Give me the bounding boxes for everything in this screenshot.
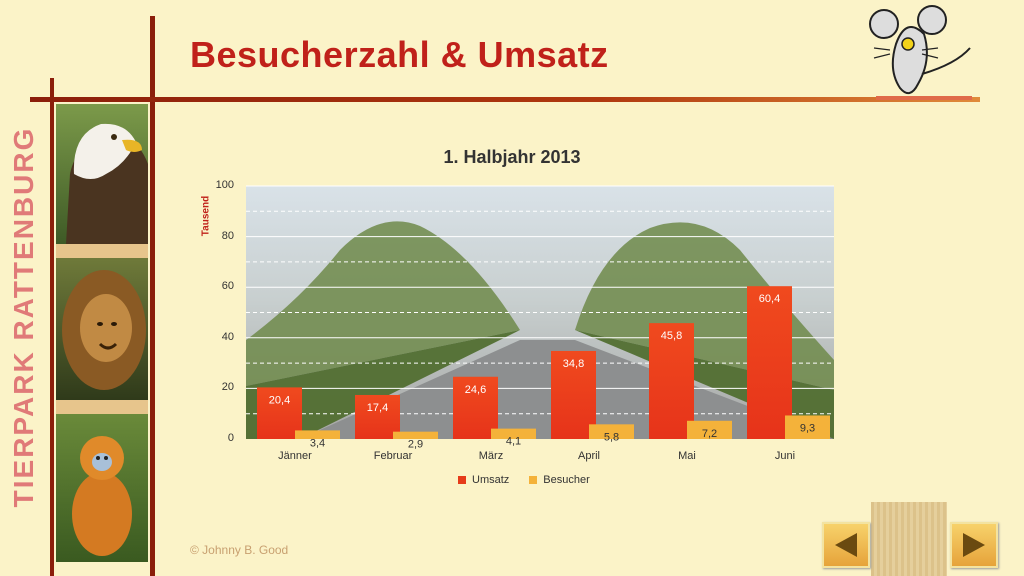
data-label-besucher: 7,2 — [702, 428, 717, 440]
chart-data-labels: 20,4 3,4 17,4 2,9 24,6 4,1 34,8 5,8 45,8 7,2 60,4 9… — [269, 293, 815, 450]
chart-title-text: 1. Halbjahr 2013 — [443, 147, 581, 167]
bar-umsatz — [257, 387, 302, 439]
data-label-umsatz: 45,8 — [661, 330, 682, 342]
data-label-umsatz: 20,4 — [269, 394, 290, 406]
bar-umsatz — [649, 323, 694, 439]
next-slide-button[interactable] — [950, 522, 998, 568]
bar-besucher — [491, 428, 536, 439]
data-label-umsatz: 17,4 — [367, 402, 388, 414]
y-tick-label: 100 — [215, 179, 234, 191]
photo-divider — [56, 244, 148, 258]
y-tick-label: 20 — [221, 381, 234, 394]
data-label-besucher: 9,3 — [800, 422, 815, 434]
bar-umsatz — [747, 286, 792, 439]
arrow-right-icon — [963, 533, 985, 557]
data-label-umsatz: 34,8 — [563, 358, 584, 370]
x-tick-label: April — [577, 450, 600, 462]
x-tick-label: Juni — [774, 450, 796, 462]
bar-besucher — [785, 415, 830, 439]
x-tick-label: Mai — [678, 450, 696, 462]
data-label-besucher: 5,8 — [604, 431, 619, 443]
frame-vertical-line-left — [50, 78, 54, 576]
copyright-text: © Johnny B. Good — [190, 543, 289, 557]
data-label-umsatz: 24,6 — [465, 384, 486, 396]
y-tick-label: 80 — [221, 229, 234, 242]
frame-horizontal-line — [30, 97, 980, 102]
chart-gridlines — [246, 185, 834, 415]
bar-besucher — [393, 431, 438, 439]
page-title: Besucherzahl & Umsatz — [190, 34, 609, 75]
photo-divider — [56, 400, 148, 414]
legend-label-besucher: Besucher — [543, 474, 590, 486]
chart-legend: Umsatz Besucher — [458, 474, 590, 486]
mouse-cartoon-icon — [866, 4, 980, 104]
bar-umsatz — [551, 350, 596, 439]
bar-besucher — [295, 430, 340, 439]
paper-texture-decoration — [871, 502, 947, 576]
chart-bars — [257, 286, 830, 439]
x-tick-label: März — [478, 450, 504, 462]
previous-slide-button[interactable] — [822, 522, 870, 568]
chart-title: 1. Halbjahr 2013 — [0, 147, 1024, 168]
data-label-besucher: 2,9 — [408, 439, 423, 451]
bar-besucher — [589, 424, 634, 439]
bar-umsatz — [453, 376, 498, 439]
y-tick-label: 40 — [221, 330, 234, 343]
bar-umsatz — [355, 394, 400, 439]
data-label-besucher: 3,4 — [310, 437, 325, 449]
monkey-image — [56, 414, 148, 562]
legend-swatch-besucher — [529, 476, 538, 484]
eagle-image — [56, 104, 148, 244]
y-tick-label: 0 — [227, 432, 234, 444]
arrow-left-icon — [835, 533, 857, 557]
legend-swatch-umsatz — [458, 476, 466, 484]
data-label-besucher: 4,1 — [506, 436, 521, 448]
lion-image — [56, 258, 148, 400]
legend-label-umsatz: Umsatz — [472, 474, 510, 486]
bar-besucher — [687, 420, 732, 439]
y-tick-label: 60 — [221, 280, 234, 293]
x-tick-label: Februar — [373, 450, 413, 462]
frame-vertical-line-right — [150, 16, 155, 576]
x-tick-label: Jänner — [278, 450, 312, 462]
data-label-umsatz: 60,4 — [759, 293, 780, 305]
